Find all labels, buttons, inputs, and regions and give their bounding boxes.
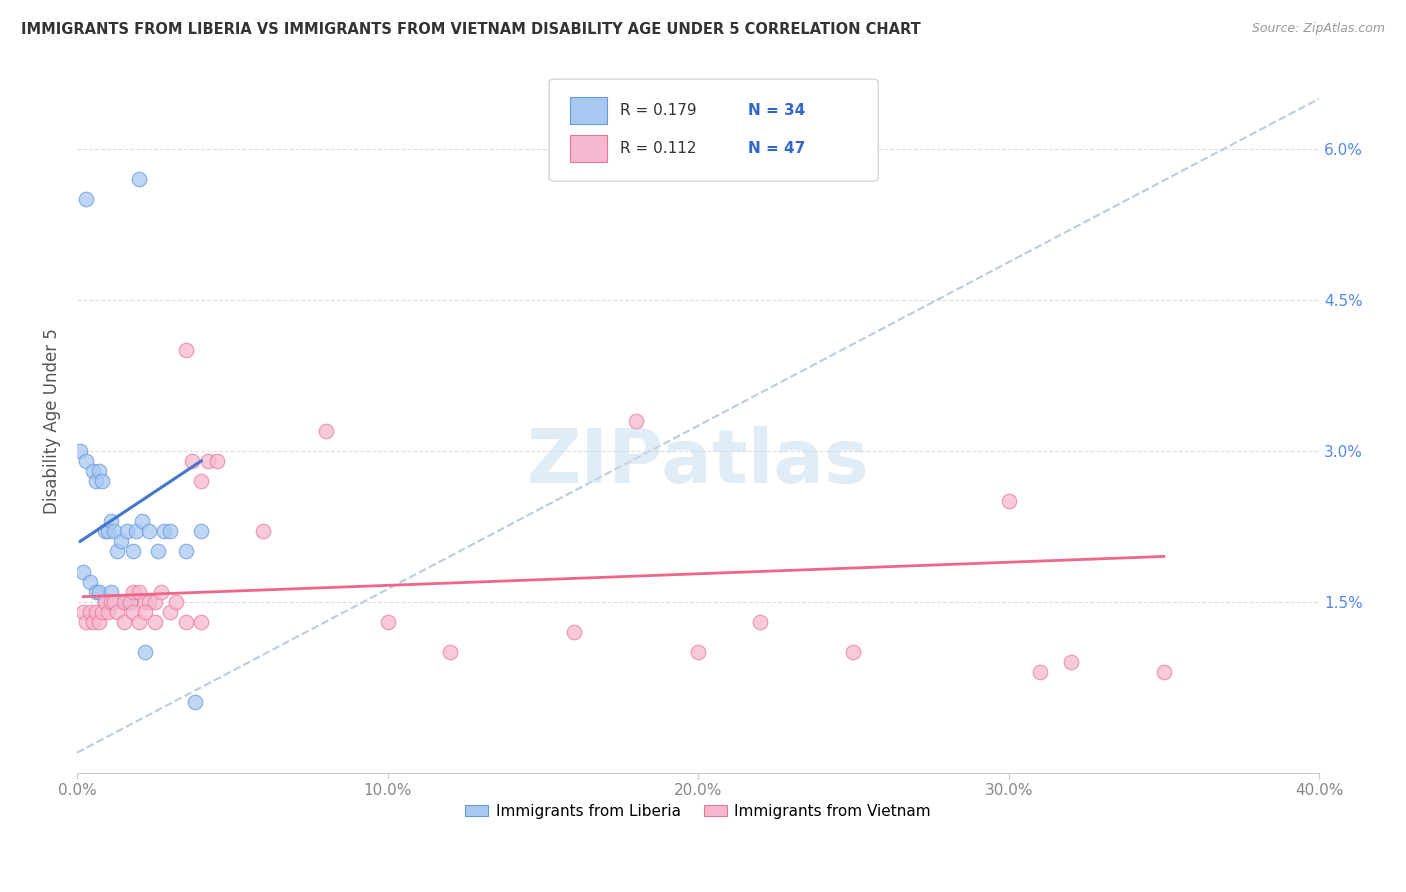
Text: Source: ZipAtlas.com: Source: ZipAtlas.com: [1251, 22, 1385, 36]
Point: [197, 454, 219, 468]
Point: [252, 524, 274, 539]
Point: [1060, 655, 1083, 669]
FancyBboxPatch shape: [571, 136, 607, 162]
Point: [174, 544, 197, 558]
Point: [190, 474, 212, 488]
Y-axis label: Disability Age Under 5: Disability Age Under 5: [44, 327, 60, 514]
Point: [688, 645, 710, 659]
Point: [134, 645, 156, 659]
Point: [184, 695, 207, 709]
Point: [84, 584, 107, 599]
Text: N = 34: N = 34: [748, 103, 806, 119]
FancyBboxPatch shape: [571, 97, 607, 124]
Legend: Immigrants from Liberia, Immigrants from Vietnam: Immigrants from Liberia, Immigrants from…: [460, 797, 936, 825]
Point: [122, 584, 145, 599]
Point: [112, 615, 135, 629]
Point: [377, 615, 399, 629]
Point: [87, 615, 110, 629]
Point: [75, 615, 97, 629]
Point: [82, 615, 104, 629]
Point: [205, 454, 228, 468]
Point: [128, 615, 150, 629]
Point: [153, 524, 176, 539]
Point: [84, 474, 107, 488]
Point: [439, 645, 461, 659]
Point: [138, 524, 160, 539]
Point: [624, 414, 647, 428]
Point: [134, 595, 156, 609]
Point: [166, 595, 188, 609]
Point: [97, 605, 120, 619]
Point: [112, 595, 135, 609]
Point: [100, 514, 122, 528]
Point: [143, 615, 166, 629]
Text: N = 47: N = 47: [748, 141, 806, 156]
Point: [82, 464, 104, 478]
Point: [146, 544, 169, 558]
Point: [75, 454, 97, 468]
Point: [100, 595, 122, 609]
Point: [84, 605, 107, 619]
Point: [107, 605, 129, 619]
Point: [125, 524, 148, 539]
Point: [842, 645, 865, 659]
Point: [110, 534, 132, 549]
Point: [90, 605, 112, 619]
Point: [134, 605, 156, 619]
Text: R = 0.179: R = 0.179: [620, 103, 696, 119]
Point: [749, 615, 772, 629]
Point: [87, 584, 110, 599]
Point: [174, 343, 197, 358]
Text: IMMIGRANTS FROM LIBERIA VS IMMIGRANTS FROM VIETNAM DISABILITY AGE UNDER 5 CORREL: IMMIGRANTS FROM LIBERIA VS IMMIGRANTS FR…: [21, 22, 921, 37]
Point: [315, 424, 337, 438]
Point: [107, 544, 129, 558]
Point: [118, 595, 141, 609]
Point: [159, 605, 181, 619]
Point: [103, 524, 125, 539]
Point: [122, 605, 145, 619]
Point: [94, 595, 117, 609]
Point: [562, 624, 585, 639]
Point: [143, 595, 166, 609]
Point: [112, 595, 135, 609]
Point: [190, 524, 212, 539]
Point: [159, 524, 181, 539]
Point: [69, 443, 91, 458]
Point: [190, 615, 212, 629]
Point: [118, 595, 141, 609]
Point: [90, 474, 112, 488]
Point: [149, 584, 172, 599]
Point: [115, 524, 138, 539]
Point: [174, 615, 197, 629]
Point: [138, 595, 160, 609]
Point: [94, 524, 117, 539]
Point: [72, 565, 94, 579]
Point: [997, 494, 1019, 508]
Point: [128, 584, 150, 599]
Point: [72, 605, 94, 619]
Point: [97, 524, 120, 539]
FancyBboxPatch shape: [550, 79, 879, 181]
Point: [79, 574, 101, 589]
Point: [1153, 665, 1175, 680]
Point: [87, 464, 110, 478]
Point: [94, 595, 117, 609]
Point: [1028, 665, 1050, 680]
Point: [122, 544, 145, 558]
Point: [181, 454, 204, 468]
Point: [128, 172, 150, 186]
Point: [79, 605, 101, 619]
Point: [103, 595, 125, 609]
Text: R = 0.112: R = 0.112: [620, 141, 696, 156]
Point: [100, 584, 122, 599]
Text: ZIPatlas: ZIPatlas: [527, 426, 869, 500]
Point: [131, 514, 153, 528]
Point: [75, 192, 97, 206]
